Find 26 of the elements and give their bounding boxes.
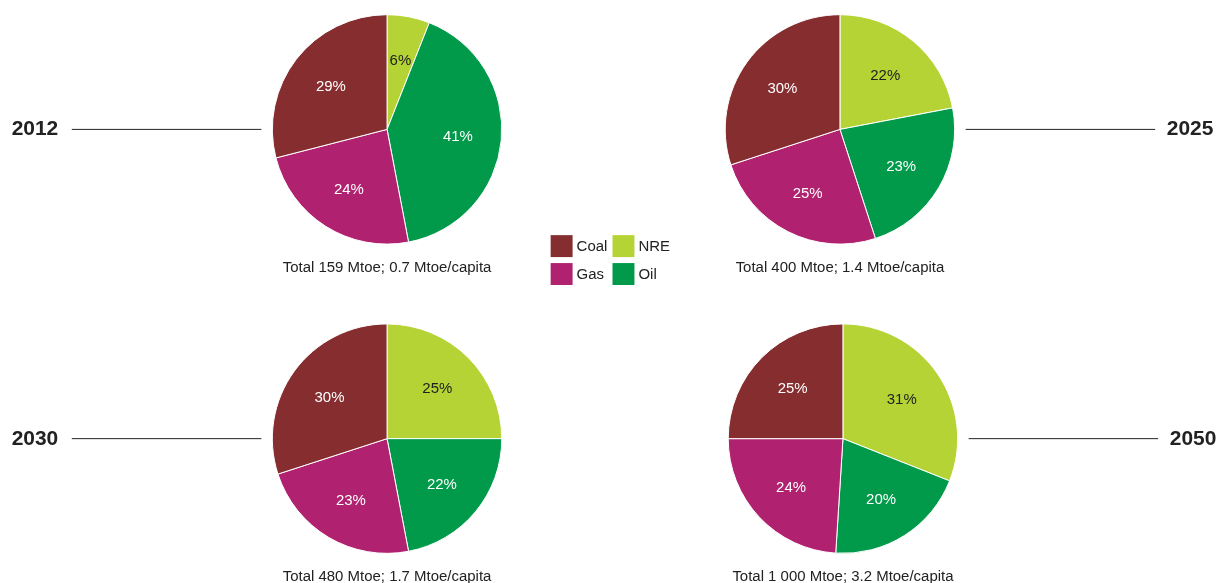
data-label: 29% — [315, 76, 346, 94]
legend-label: Coal — [576, 237, 608, 255]
data-label: 31% — [886, 389, 917, 407]
data-label: 24% — [776, 478, 807, 496]
text: Total 400 Mtoe; 1.4 Mtoe/capita — [735, 258, 945, 276]
data-label: 23% — [335, 490, 366, 508]
data-label: 41% — [442, 127, 473, 145]
text: Total 159 Mtoe; 0.7 Mtoe/capita — [282, 258, 493, 276]
legend-label: Oil — [638, 265, 657, 283]
data-label: 22% — [870, 65, 901, 83]
data-label: 22% — [426, 474, 457, 492]
data-label: 25% — [777, 379, 808, 397]
data-label: 30% — [767, 78, 798, 96]
text: 2012 — [11, 116, 59, 140]
legend-label: NRE — [638, 237, 671, 255]
data-label: 6% — [389, 50, 412, 68]
data-label: 30% — [314, 387, 345, 405]
data-label: 25% — [422, 379, 453, 397]
data-label: 25% — [792, 183, 823, 201]
data-label: 24% — [333, 180, 364, 198]
data-label: 23% — [886, 156, 917, 174]
legend-label: Gas — [576, 265, 605, 283]
text: 2050 — [1169, 425, 1217, 449]
text: 2025 — [1166, 116, 1214, 140]
text: 2030 — [11, 425, 59, 449]
data-label: 20% — [866, 489, 897, 507]
